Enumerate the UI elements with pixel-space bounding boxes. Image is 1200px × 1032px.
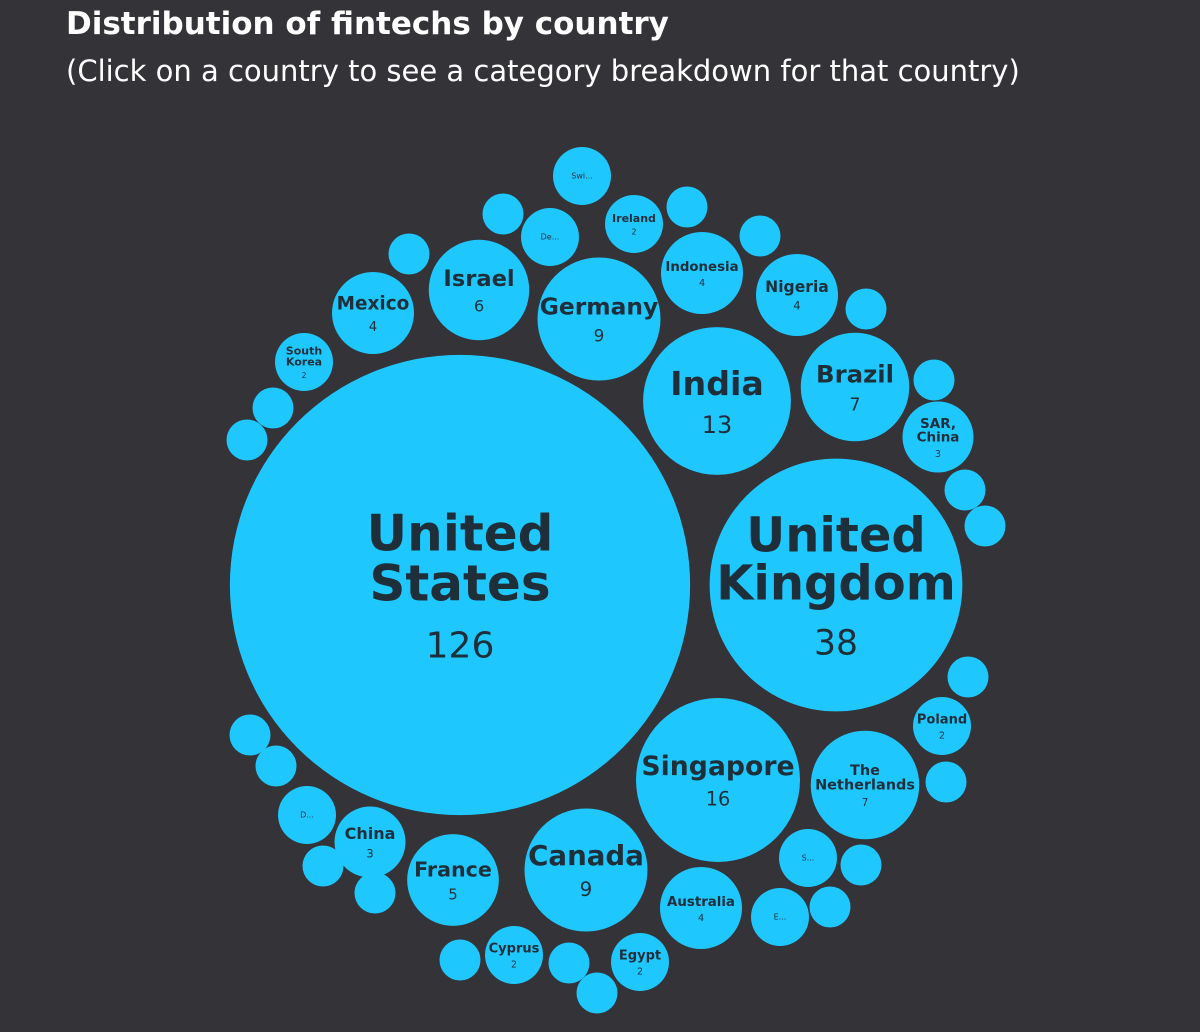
country-bubble[interactable] (779, 829, 837, 887)
country-bubble[interactable] (611, 933, 669, 991)
country-bubble[interactable] (252, 387, 294, 429)
country-bubble[interactable] (439, 939, 481, 981)
value-label: 3 (366, 846, 373, 860)
value-label: 7 (849, 395, 860, 415)
country-bubble[interactable] (332, 272, 414, 354)
country-label: China (345, 824, 396, 843)
country-bubble[interactable] (388, 233, 430, 275)
country-bubble[interactable] (709, 458, 963, 712)
country-bubble[interactable] (255, 745, 297, 787)
country-bubble[interactable] (605, 195, 663, 253)
country-bubble[interactable] (660, 867, 742, 949)
country-bubble[interactable] (334, 806, 406, 878)
country-bubble[interactable] (521, 208, 579, 266)
country-bubble[interactable] (902, 401, 974, 473)
country-bubble[interactable] (840, 844, 882, 886)
country-bubble[interactable] (229, 714, 271, 756)
country-bubble[interactable] (354, 872, 396, 914)
country-label: Brazil (816, 360, 894, 389)
country-bubble[interactable] (643, 327, 791, 475)
title: Distribution of fintechs by country (66, 6, 669, 42)
country-bubble[interactable] (756, 254, 838, 336)
country-bubble[interactable] (553, 147, 611, 205)
country-label: Canada (528, 839, 644, 872)
subtitle: (Click on a country to see a category br… (66, 54, 1020, 88)
country-label: Nigeria (765, 278, 829, 296)
country-label: De... (541, 233, 560, 242)
country-bubble[interactable] (964, 505, 1006, 547)
country-bubble[interactable] (485, 926, 543, 984)
country-bubble[interactable] (636, 698, 800, 862)
country-bubble[interactable] (576, 972, 618, 1014)
country-bubble[interactable] (809, 886, 851, 928)
country-bubble[interactable] (947, 656, 989, 698)
country-bubble[interactable] (275, 333, 333, 391)
country-bubble[interactable] (913, 359, 955, 401)
value-label: 9 (594, 325, 605, 345)
country-bubble[interactable] (810, 730, 920, 840)
country-bubble[interactable] (482, 193, 524, 235)
country-label: Cyprus (489, 941, 540, 956)
country-label: The Netherlands (815, 763, 915, 793)
country-bubble[interactable] (944, 469, 986, 511)
value-label: 2 (631, 228, 636, 237)
value-label: 2 (939, 730, 945, 741)
country-label: Australia (667, 895, 735, 910)
country-label: E... (774, 913, 787, 922)
value-label: 4 (699, 278, 705, 289)
value-label: 3 (935, 449, 941, 460)
value-label: 2 (511, 959, 517, 970)
country-bubble[interactable] (407, 834, 499, 926)
country-label: Indonesia (665, 260, 738, 275)
country-bubble[interactable] (661, 232, 743, 314)
value-label: 126 (426, 625, 495, 666)
country-bubble[interactable] (229, 354, 691, 816)
country-bubble[interactable] (913, 697, 971, 755)
country-bubble[interactable] (278, 786, 336, 844)
value-label: 4 (793, 300, 800, 313)
country-bubble[interactable] (548, 942, 590, 984)
country-label: United States (367, 504, 554, 612)
country-label: Germany (540, 293, 659, 321)
country-label: Israel (443, 266, 514, 292)
country-bubble[interactable] (537, 257, 661, 381)
value-label: 38 (814, 623, 858, 663)
country-bubble[interactable] (751, 888, 809, 946)
value-label: 6 (474, 296, 484, 315)
value-label: 16 (706, 787, 730, 810)
value-label: 9 (580, 878, 593, 901)
country-label: Egypt (619, 948, 661, 963)
country-bubble[interactable] (800, 332, 910, 442)
country-label: Mexico (337, 293, 410, 314)
value-label: 4 (369, 320, 377, 335)
country-label: Poland (917, 712, 967, 727)
country-bubble[interactable] (739, 215, 781, 257)
value-label: 4 (698, 913, 704, 924)
country-bubble[interactable] (845, 288, 887, 330)
country-label: S... (802, 854, 815, 863)
country-bubble[interactable] (226, 419, 268, 461)
country-label: Ireland (612, 212, 656, 225)
country-bubble[interactable] (524, 808, 648, 932)
country-label: India (670, 364, 764, 403)
country-bubble[interactable] (925, 761, 967, 803)
country-label: South Korea (286, 344, 322, 368)
country-bubble[interactable] (666, 186, 708, 228)
country-label: Singapore (641, 751, 794, 782)
country-label: United Kingdom (716, 508, 956, 612)
country-bubble[interactable] (302, 845, 344, 887)
country-label: Swi... (571, 172, 592, 181)
country-bubble[interactable] (428, 239, 530, 341)
value-label: 7 (862, 797, 869, 809)
value-label: 2 (637, 966, 643, 977)
value-label: 5 (448, 885, 457, 903)
country-label: D... (300, 811, 314, 820)
country-label: France (414, 857, 492, 881)
country-label: SAR, China (917, 416, 960, 445)
value-label: 2 (301, 371, 306, 380)
value-label: 13 (702, 411, 732, 439)
